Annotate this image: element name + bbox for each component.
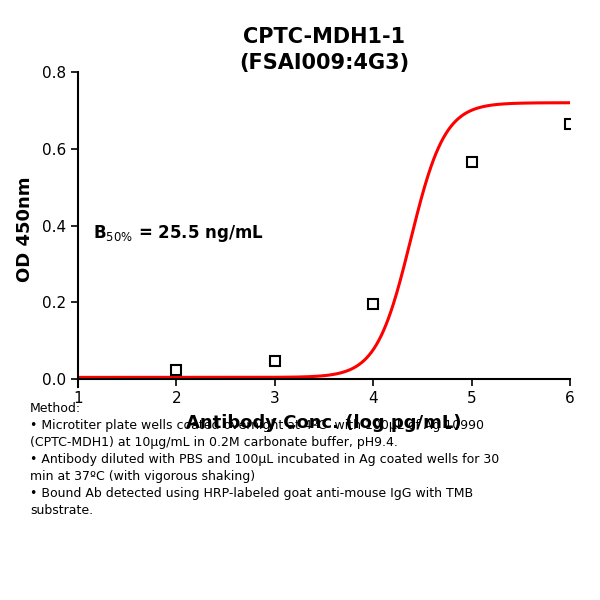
Y-axis label: OD 450nm: OD 450nm <box>16 177 34 282</box>
Text: CPTC-MDH1-1
(FSAI009:4G3): CPTC-MDH1-1 (FSAI009:4G3) <box>239 27 409 73</box>
Text: Method:
• Microtiter plate wells coated overnight at 4ºC  with 100μL of Ag 10990: Method: • Microtiter plate wells coated … <box>30 402 499 517</box>
Text: B$_{50\%}$ = 25.5 ng/mL: B$_{50\%}$ = 25.5 ng/mL <box>93 223 263 244</box>
X-axis label: Antibody Conc. (log pg/mL): Antibody Conc. (log pg/mL) <box>186 415 462 433</box>
